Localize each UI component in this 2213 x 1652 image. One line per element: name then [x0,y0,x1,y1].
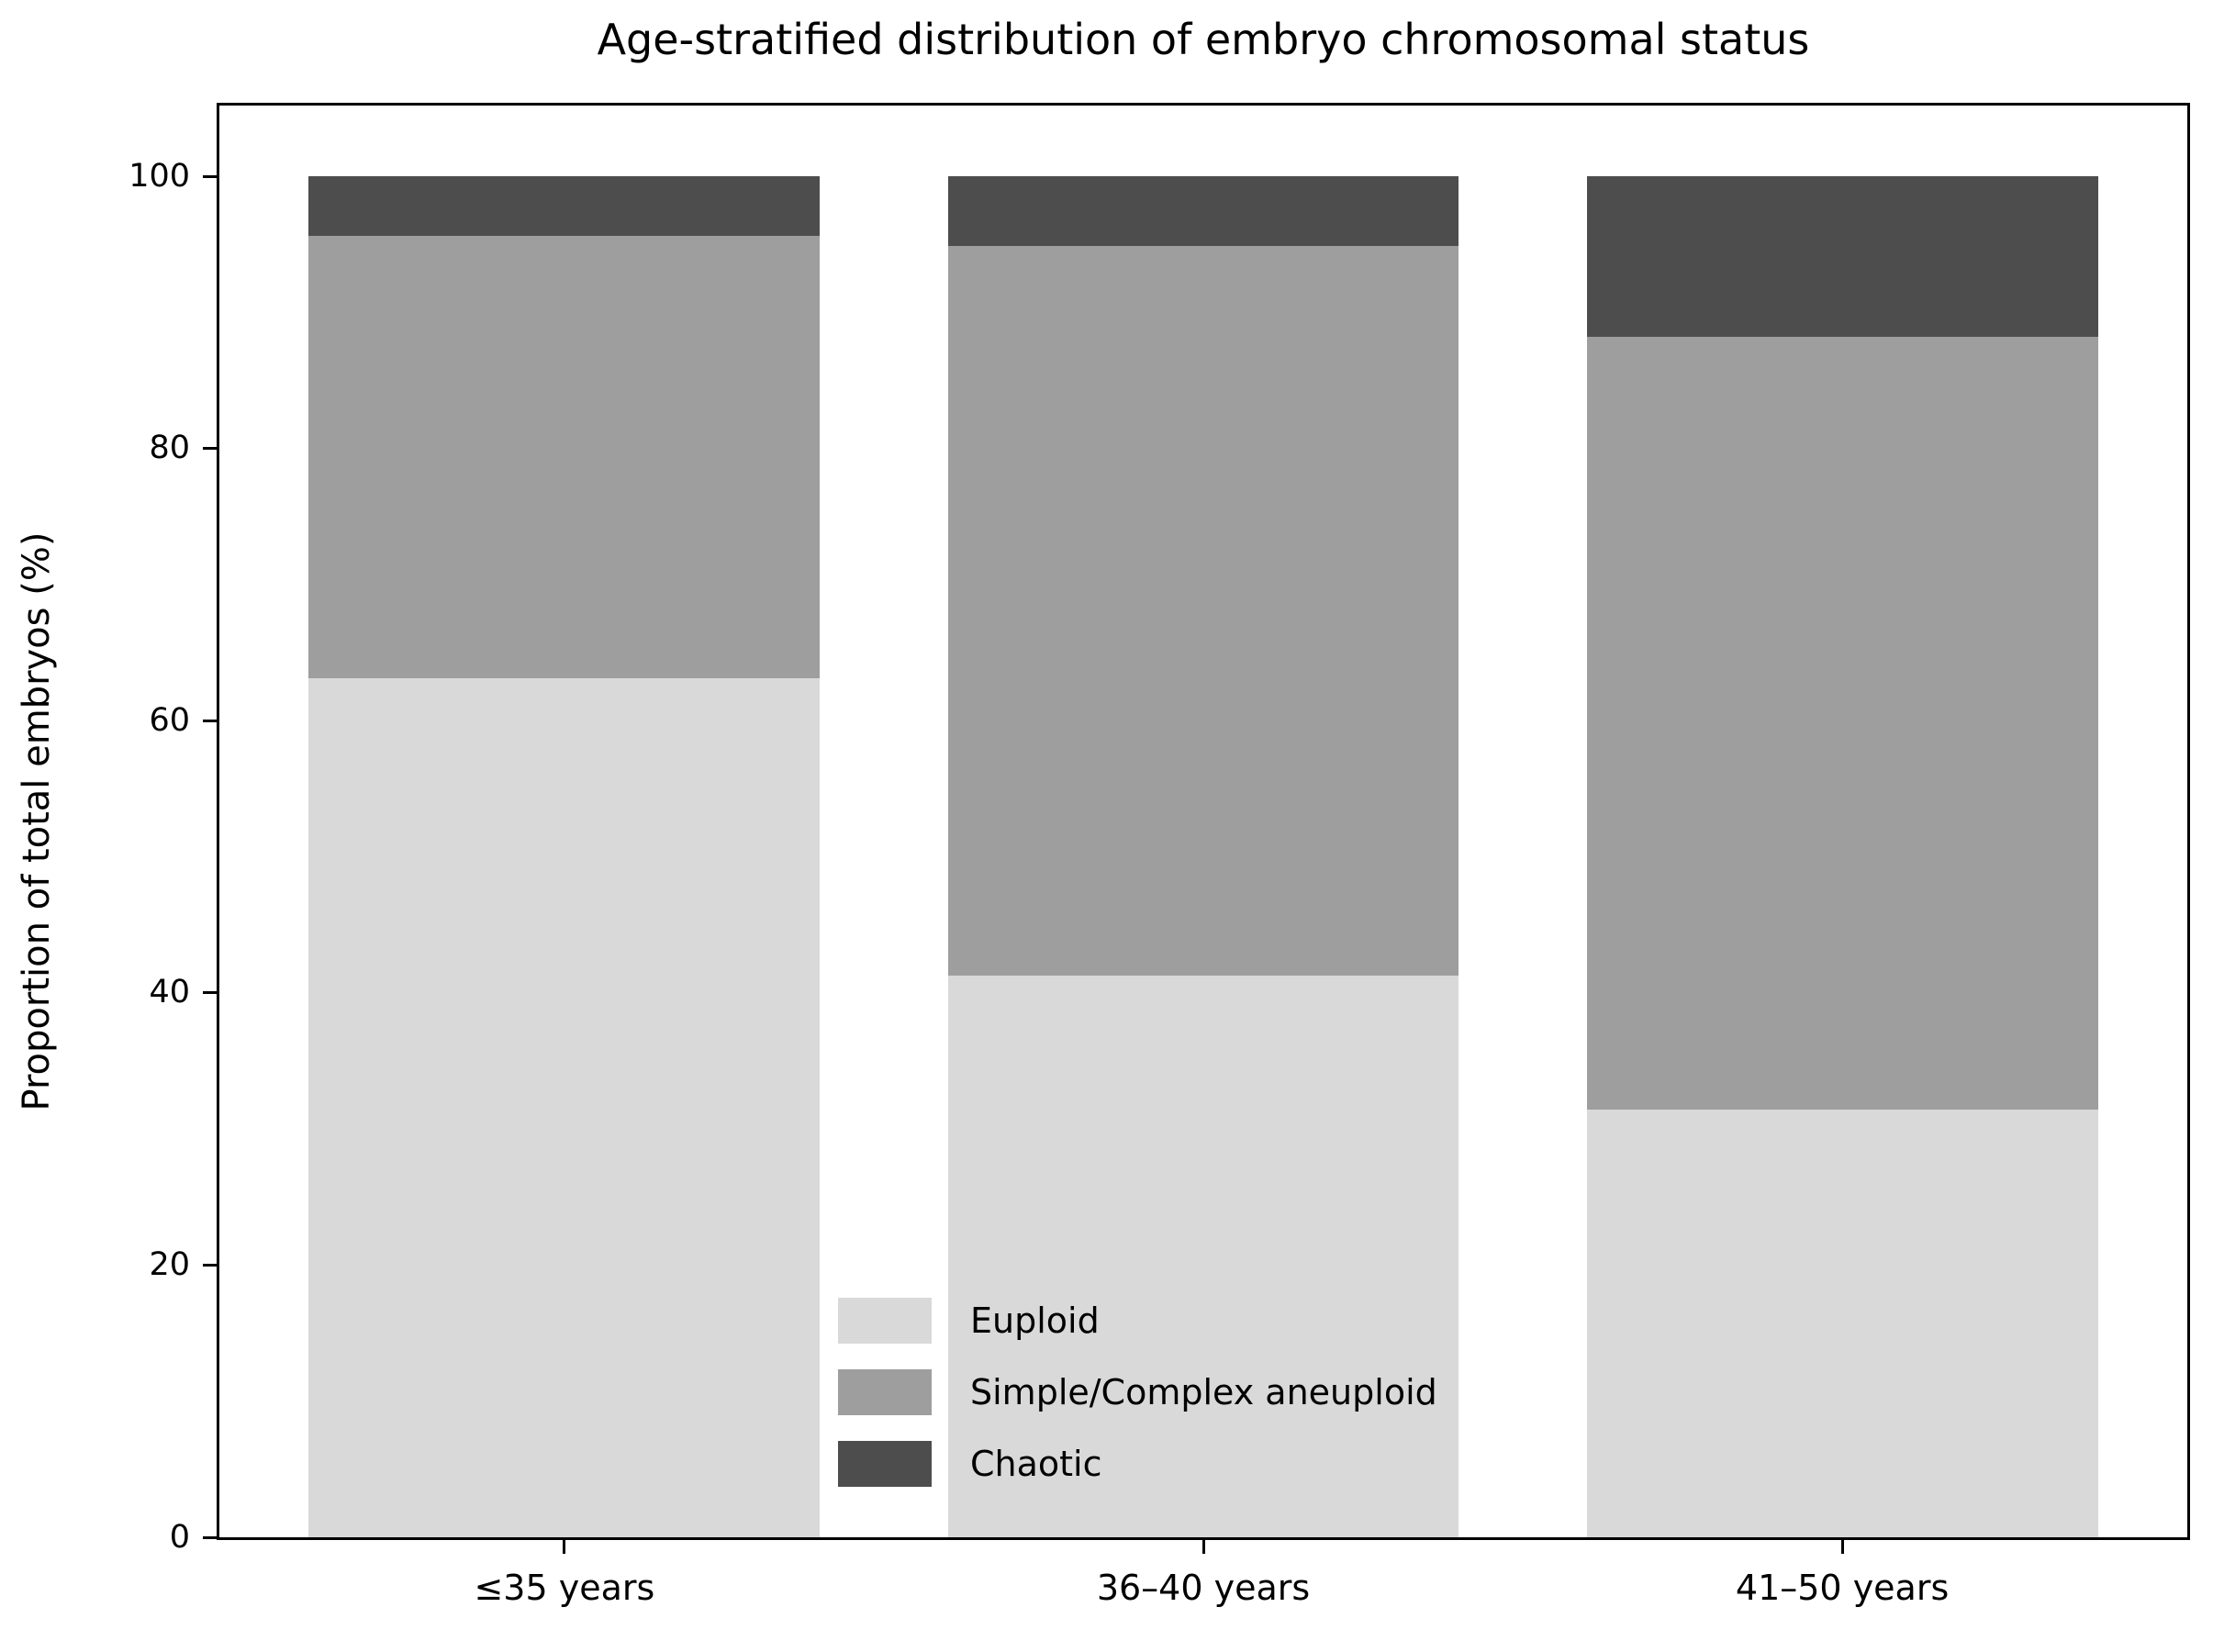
x-tick-mark [1840,1537,1844,1554]
x-tick-label: 41–50 years [1735,1568,1950,1608]
legend-label: Chaotic [970,1444,1102,1484]
y-tick-mark [203,719,219,722]
bar-segment-chaotic [308,176,821,237]
y-tick-mark [203,447,219,451]
y-tick-mark [203,1263,219,1267]
y-tick-label: 20 [149,1245,190,1283]
y-tick-label: 0 [169,1518,190,1556]
legend-item-chaotic: Chaotic [838,1440,1437,1488]
x-tick-label: 36–40 years [1096,1568,1311,1608]
legend-swatch [838,1441,932,1487]
legend: Euploid Simple/Complex aneuploid Chaotic [838,1297,1437,1512]
legend-label: Simple/Complex aneuploid [970,1372,1437,1412]
x-tick-mark [563,1537,566,1554]
bar-segment-simple-complex-aneuploid [1586,337,2098,1111]
legend-item-simple-complex-aneuploid: Simple/Complex aneuploid [838,1368,1437,1416]
y-tick-label: 80 [149,430,190,467]
y-axis-label: Proportion of total embryos (%) [16,531,58,1111]
plot-area: Euploid Simple/Complex aneuploid Chaotic [217,103,2190,1540]
bar-segment-chaotic [1586,176,2098,338]
bar-segment-chaotic [947,176,1459,246]
chart-title: Age-stratified distribution of embryo ch… [597,15,1810,64]
y-tick-label: 40 [149,974,190,1011]
y-tick-label: 60 [149,701,190,739]
legend-swatch [838,1298,932,1344]
legend-label: Euploid [970,1300,1100,1341]
bar-segment-euploid [1586,1110,2098,1537]
bar-segment-simple-complex-aneuploid [308,236,821,679]
bar-segment-euploid [308,678,821,1537]
x-tick-label: ≤35 years [474,1568,655,1608]
y-tick-mark [203,174,219,178]
y-tick-label: 100 [129,157,190,195]
bar-segment-euploid [947,975,1459,1537]
y-tick-mark [203,1535,219,1539]
legend-item-euploid: Euploid [838,1297,1437,1345]
y-tick-mark [203,991,219,995]
legend-swatch [838,1369,932,1415]
bar-segment-simple-complex-aneuploid [947,245,1459,976]
x-tick-mark [1202,1537,1205,1554]
